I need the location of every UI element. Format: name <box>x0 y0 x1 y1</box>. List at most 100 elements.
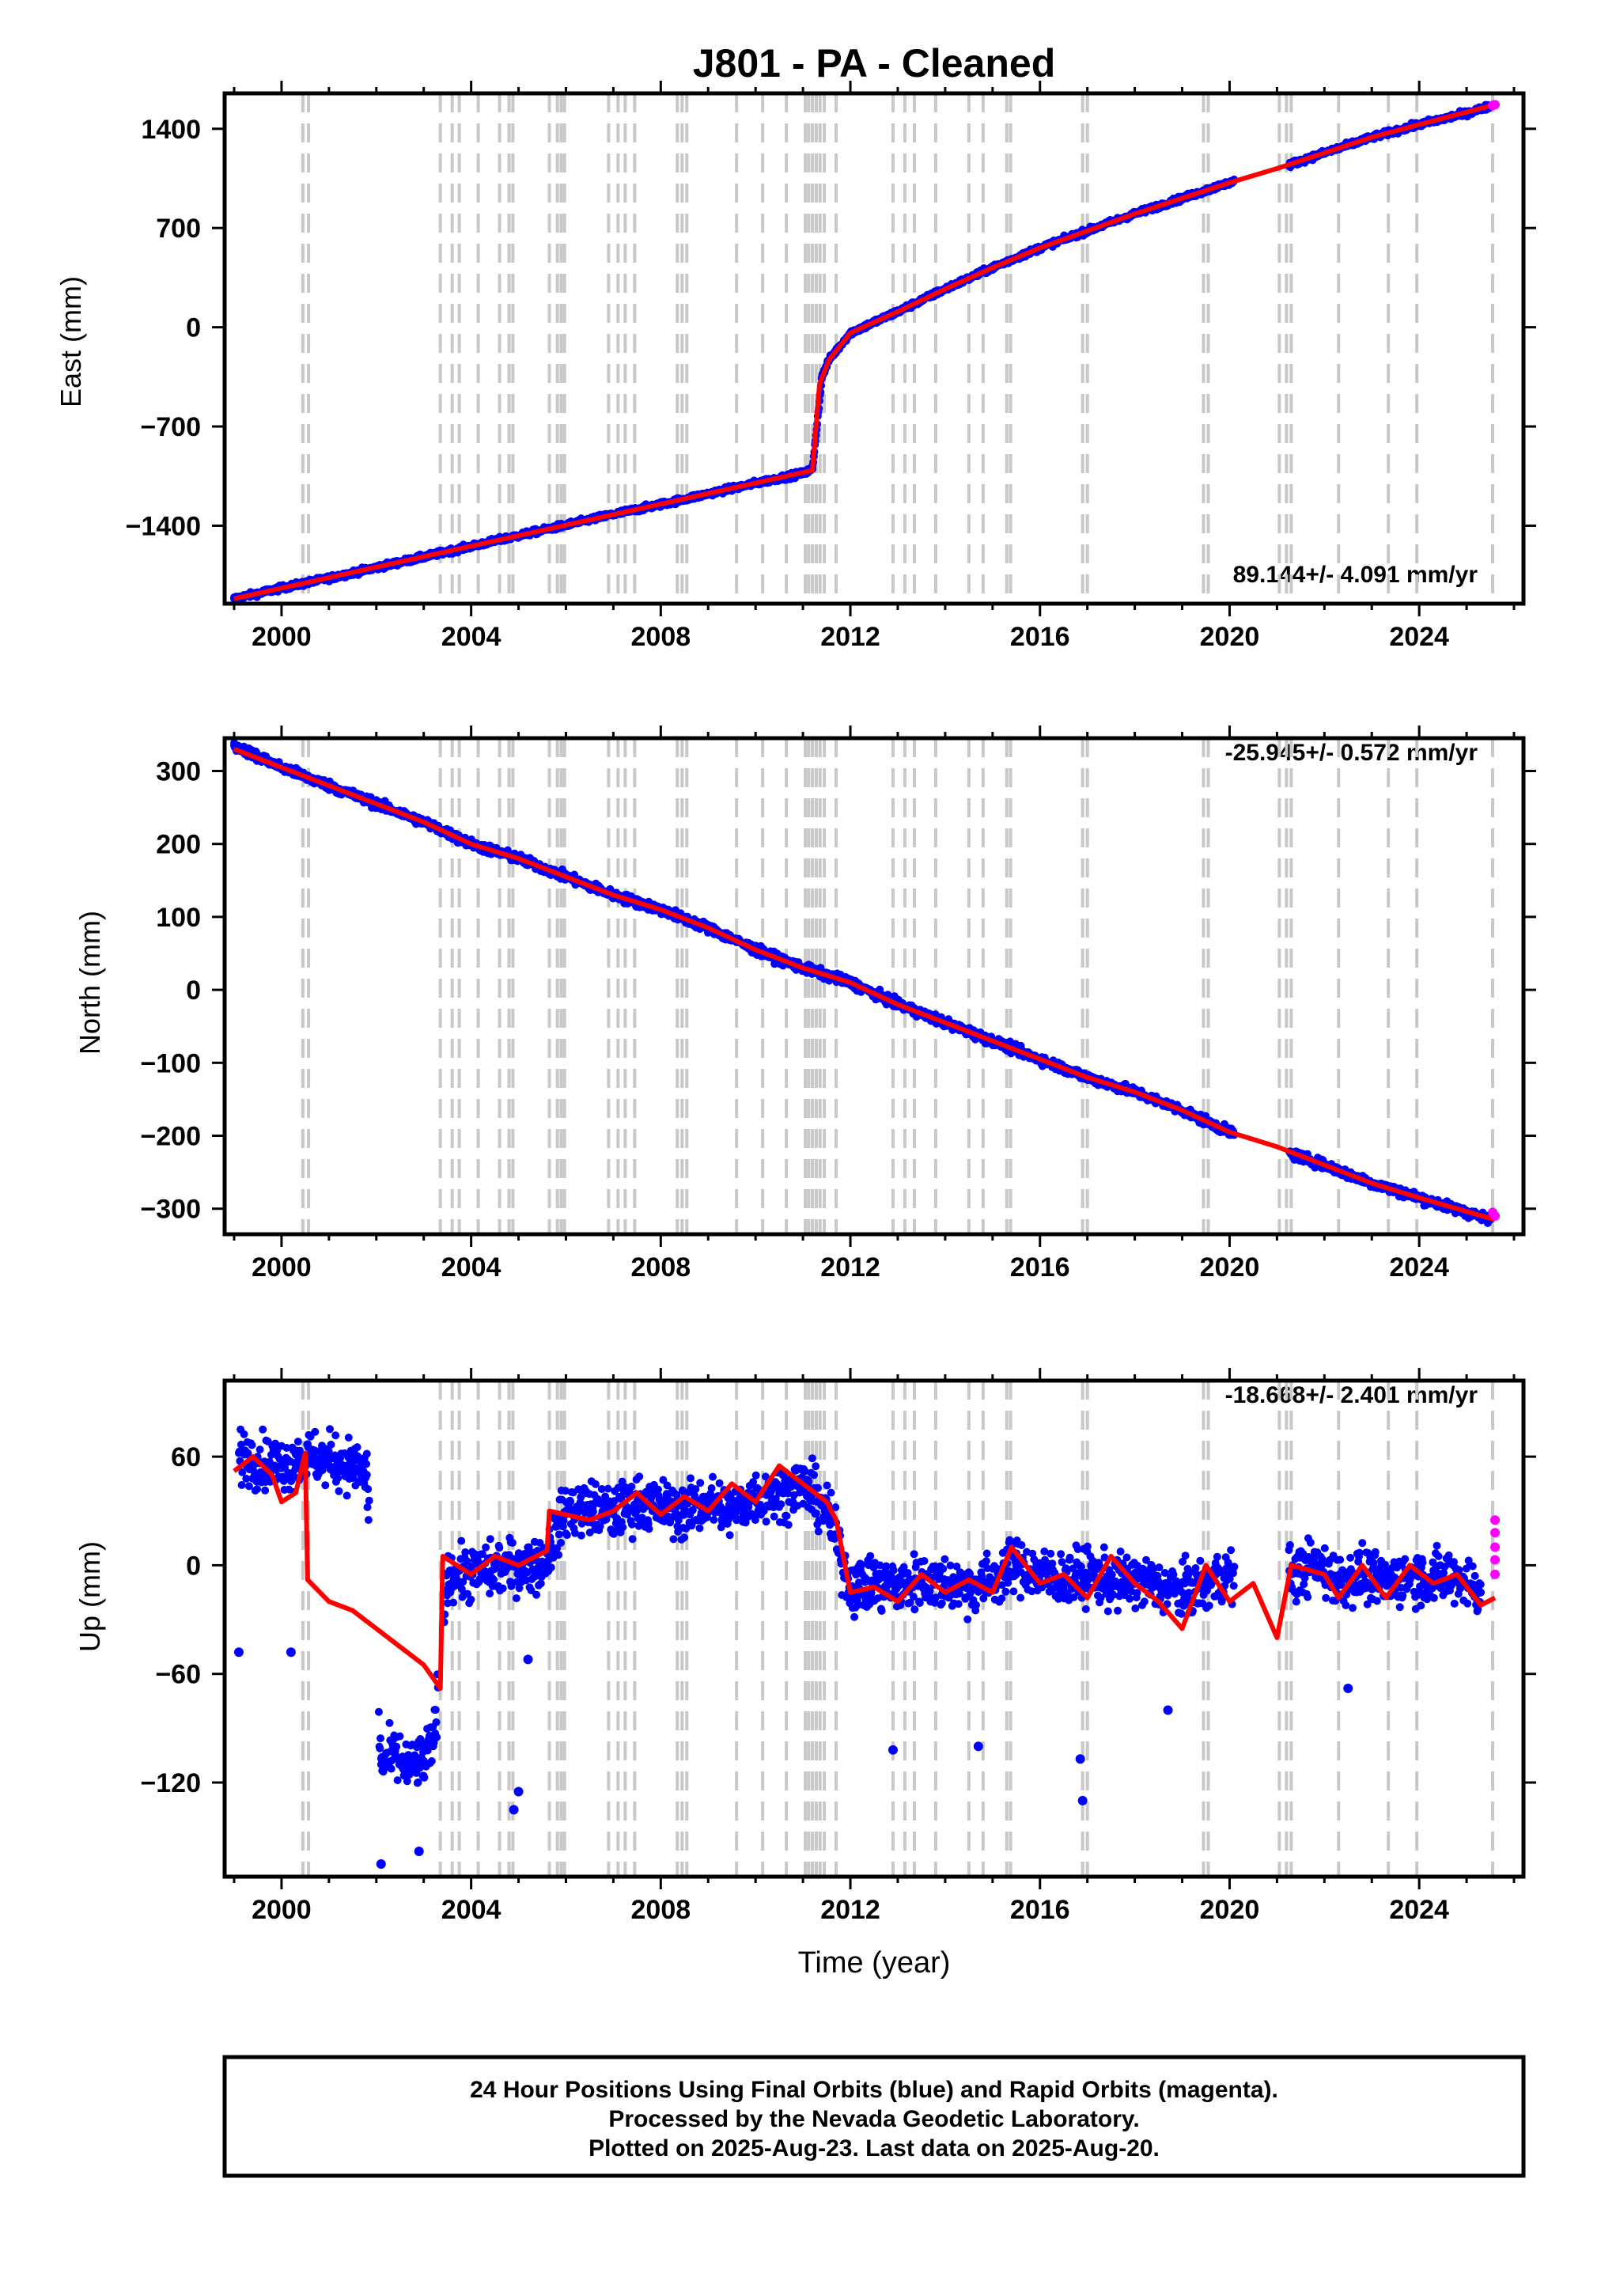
final-point <box>420 1773 429 1782</box>
final-point <box>353 1443 361 1452</box>
final-point <box>282 1444 291 1452</box>
y-tick-label: −700 <box>140 412 201 442</box>
up-final-points <box>233 1425 1486 1869</box>
y-tick-label: 0 <box>186 976 201 1006</box>
north-y-axis-label: North (mm) <box>74 911 106 1055</box>
y-tick-label: 200 <box>156 830 201 860</box>
y-tick-label: 700 <box>156 214 201 244</box>
final-point <box>365 1496 373 1505</box>
north-plot-area <box>229 738 1501 1234</box>
final-point <box>331 1431 340 1440</box>
y-tick-label: −200 <box>140 1122 201 1152</box>
final-point <box>253 1485 261 1494</box>
east-rate-label: 89.144+/- 4.091 mm/yr <box>1233 562 1478 588</box>
final-point <box>374 1707 383 1716</box>
final-point <box>464 1589 472 1598</box>
final-point <box>293 1438 302 1446</box>
final-point <box>461 1548 470 1556</box>
final-point <box>363 1503 372 1511</box>
north-model-line <box>233 747 1496 1222</box>
final-point <box>248 1441 256 1449</box>
east-y-axis-label: East (mm) <box>55 276 87 407</box>
final-point <box>457 1536 466 1545</box>
final-point <box>237 1440 245 1449</box>
final-point <box>326 1425 334 1434</box>
x-tick-label: 2012 <box>820 622 880 652</box>
final-point <box>463 1557 471 1566</box>
x-tick-label: 2020 <box>1200 622 1260 652</box>
x-tick-label: 2008 <box>631 1252 691 1283</box>
final-point <box>392 1742 401 1751</box>
x-tick-label: 2008 <box>631 622 691 652</box>
y-tick-label: 1400 <box>141 115 201 145</box>
final-point <box>427 1757 436 1765</box>
final-point <box>259 1425 267 1434</box>
final-point <box>334 1474 343 1483</box>
x-tick-label: 2004 <box>441 622 501 652</box>
final-point <box>324 1447 333 1456</box>
rapid-point <box>1490 100 1501 110</box>
final-point <box>311 1427 320 1436</box>
y-tick-label: 300 <box>156 756 201 786</box>
final-point <box>403 1777 411 1786</box>
final-point <box>238 1468 247 1476</box>
up-y-axis-label: Up (mm) <box>74 1541 106 1652</box>
chart-title: J801 - PA - Cleaned <box>693 41 1056 85</box>
final-point <box>416 1735 425 1743</box>
final-point <box>261 1486 270 1495</box>
x-tick-label: 2004 <box>441 1252 501 1283</box>
east-panel: 89.144+/- 4.091 mm/yr East (mm) 2000 2004… <box>55 81 1536 652</box>
x-tick-label: 2012 <box>820 1252 880 1283</box>
final-point <box>295 1446 304 1455</box>
final-point <box>344 1434 353 1442</box>
final-point <box>343 1491 351 1500</box>
x-tick-label: 2000 <box>252 622 312 652</box>
x-tick-label: 2024 <box>1389 1252 1449 1283</box>
final-point <box>364 1485 373 1494</box>
final-point <box>321 1481 330 1490</box>
final-point <box>237 1481 246 1489</box>
final-point <box>385 1718 394 1727</box>
east-final-points <box>229 100 1495 604</box>
final-point <box>387 1764 396 1773</box>
final-point <box>433 1733 441 1741</box>
north-frame <box>222 736 1526 1237</box>
final-point <box>432 1718 441 1726</box>
final-point <box>242 1474 251 1483</box>
final-point <box>459 1578 467 1586</box>
final-point <box>449 1598 458 1607</box>
y-tick-label: −100 <box>140 1048 201 1078</box>
y-tick-label: 100 <box>156 903 201 933</box>
up-panel: -18.668+/- 2.401 mm/yr Up (mm) Time (yea… <box>74 1368 1536 1980</box>
east-plot-area <box>229 93 1501 604</box>
final-point <box>362 1449 371 1458</box>
east-model-line <box>233 102 1496 601</box>
y-tick-label: −300 <box>140 1195 201 1225</box>
final-point <box>431 1706 440 1714</box>
final-point <box>335 1487 343 1495</box>
up-plot-area <box>233 1381 1501 1877</box>
north-final-points <box>229 739 1495 1227</box>
north-panel: -25.945+/- 0.572 mm/yr North (mm) 2000 20… <box>74 726 1536 1283</box>
final-point <box>327 1440 335 1449</box>
rapid-point <box>1490 1211 1501 1221</box>
x-tick-label: 2020 <box>1200 1252 1260 1283</box>
x-tick-label: 2000 <box>252 1252 312 1283</box>
y-tick-label: 0 <box>186 313 201 343</box>
x-tick-label: 2016 <box>1010 622 1070 652</box>
final-point <box>349 1473 358 1482</box>
final-point <box>570 870 578 879</box>
final-point <box>259 1470 268 1479</box>
x-axis-label: Time (year) <box>798 1946 951 1980</box>
final-point <box>396 1732 404 1741</box>
final-point <box>376 1744 384 1752</box>
final-point <box>393 1776 402 1785</box>
final-point <box>414 1778 422 1786</box>
final-point <box>244 1482 253 1491</box>
x-tick-label: 2016 <box>1010 1252 1070 1283</box>
final-point <box>346 1455 354 1464</box>
east-frame <box>222 91 1526 606</box>
final-point <box>443 1599 452 1608</box>
final-point <box>362 1460 371 1468</box>
